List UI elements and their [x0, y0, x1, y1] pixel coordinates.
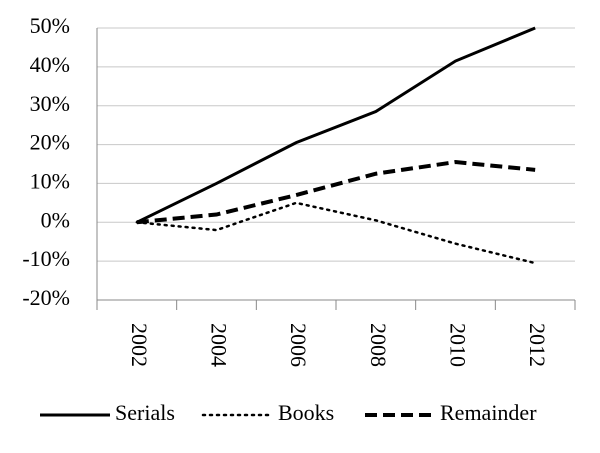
legend-label: Remainder [440, 400, 537, 425]
y-tick-label: 50% [30, 13, 70, 38]
legend-label: Serials [115, 400, 175, 425]
x-tick-label: 2004 [206, 323, 231, 367]
y-tick-label: 10% [30, 168, 70, 193]
x-tick-label: 2010 [445, 323, 470, 367]
y-tick-label: 0% [41, 207, 70, 232]
x-tick-label: 2006 [286, 323, 311, 367]
x-tick-label: 2012 [525, 323, 550, 367]
y-tick-label: 40% [30, 52, 70, 77]
y-tick-label: 30% [30, 91, 70, 116]
series-line [136, 26, 536, 224]
series-line [135, 201, 537, 265]
y-tick-label: -20% [22, 285, 70, 310]
x-tick-label: 2002 [127, 323, 152, 367]
series-line [136, 160, 536, 225]
y-tick-label: -10% [22, 246, 70, 271]
x-tick-label: 2008 [366, 323, 391, 367]
y-tick-label: 20% [30, 130, 70, 155]
legend-label: Books [278, 400, 334, 425]
